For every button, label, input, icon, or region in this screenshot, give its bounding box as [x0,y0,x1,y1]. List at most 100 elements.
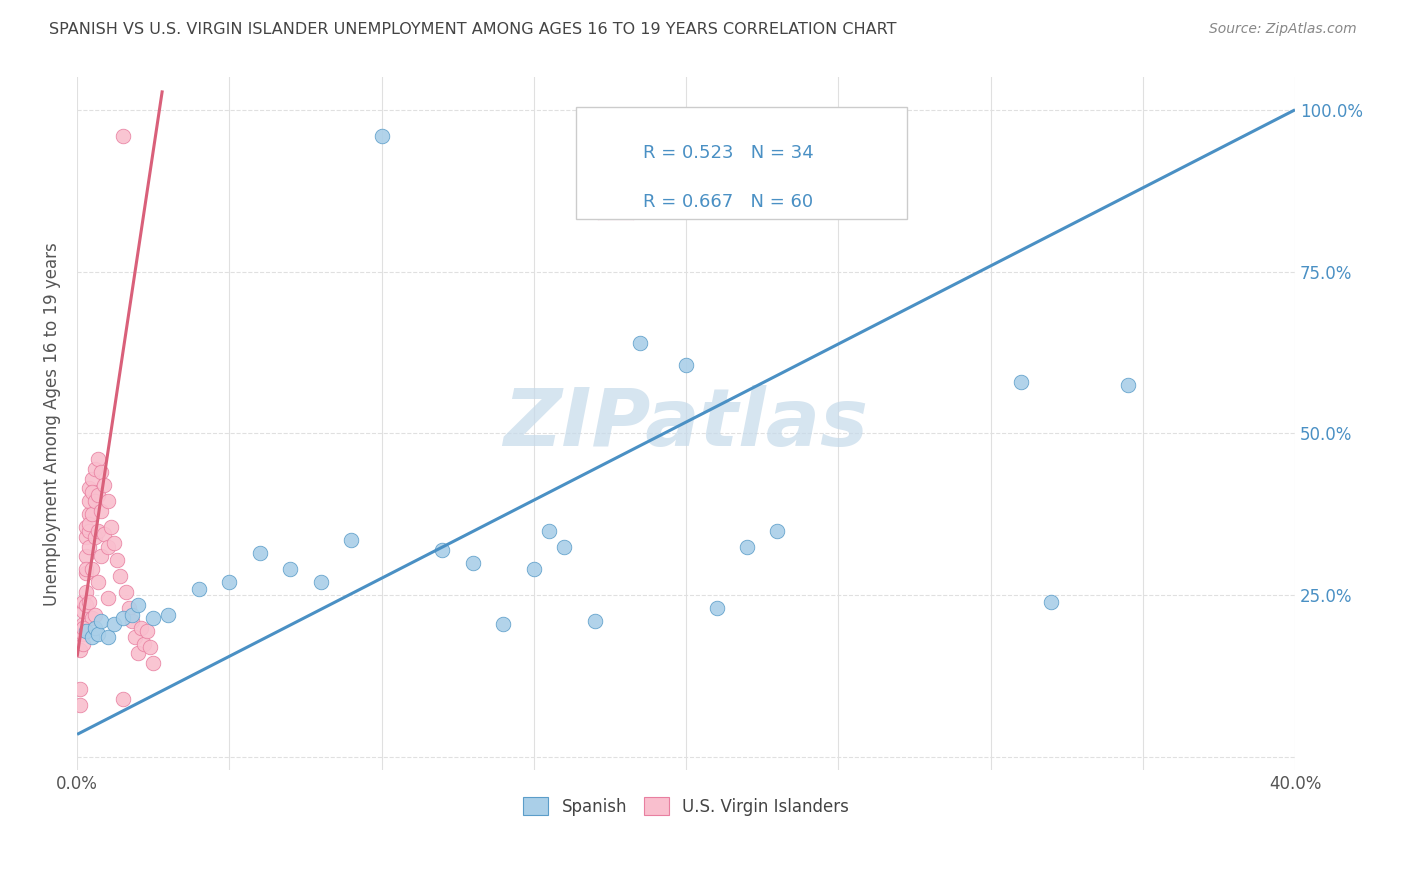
Point [84,462,107,476]
Point [111,128,134,143]
Point [69,643,91,657]
Point [735,540,758,554]
Point [136,624,159,638]
Point [87,524,110,538]
Point [77,524,100,538]
Point [75,530,97,544]
Point [75,566,97,580]
Text: SPANISH VS U.S. VIRGIN ISLANDER UNEMPLOYMENT AMONG AGES 16 TO 19 YEARS CORRELATI: SPANISH VS U.S. VIRGIN ISLANDER UNEMPLOY… [49,22,897,37]
Point [77,516,100,531]
Point [72,637,94,651]
Point [142,611,165,625]
Point [309,575,332,590]
Point [72,617,94,632]
Point [84,530,107,544]
Point [75,562,97,576]
Point [82,472,104,486]
Point [537,524,560,538]
Point [139,640,162,654]
Point [90,614,112,628]
Point [72,621,94,635]
Point [1040,595,1063,609]
Point [278,562,301,576]
Point [127,598,149,612]
Point [553,540,575,554]
Text: R = 0.667   N = 60: R = 0.667 N = 60 [643,193,813,211]
Point [75,520,97,534]
Point [87,575,110,590]
Point [90,549,112,564]
Point [706,601,728,615]
Point [96,540,118,554]
Point [118,601,141,615]
Point [84,494,107,508]
Point [77,540,100,554]
Point [72,604,94,618]
Point [103,617,125,632]
Point [105,552,128,566]
Point [75,598,97,612]
Point [72,627,94,641]
Point [82,630,104,644]
Text: ZIPatlas: ZIPatlas [503,384,869,463]
Point [142,656,165,670]
Point [187,582,209,596]
Point [492,617,515,632]
Point [84,621,107,635]
Point [157,607,180,622]
Point [77,595,100,609]
Point [114,585,136,599]
Point [583,614,606,628]
Point [1010,375,1032,389]
Y-axis label: Unemployment Among Ages 16 to 19 years: Unemployment Among Ages 16 to 19 years [44,242,60,606]
Point [523,562,546,576]
Point [93,478,115,492]
Point [103,536,125,550]
Point [675,359,697,373]
Legend: Spanish, U.S. Virgin Islanders: Spanish, U.S. Virgin Islanders [515,789,858,824]
Point [82,562,104,576]
Point [111,691,134,706]
Point [69,682,91,697]
Point [111,611,134,625]
Point [96,591,118,606]
Point [108,569,131,583]
Point [370,128,392,143]
Point [84,607,107,622]
Point [90,504,112,518]
Point [77,494,100,508]
Point [121,614,143,628]
Point [82,611,104,625]
Point [96,494,118,508]
Point [82,508,104,522]
Point [340,533,363,548]
Point [766,524,789,538]
Point [249,546,271,560]
Point [1116,377,1139,392]
Point [75,624,97,638]
Text: R = 0.523   N = 34: R = 0.523 N = 34 [643,144,813,161]
Point [461,556,484,570]
Point [75,585,97,599]
Point [132,637,155,651]
Point [121,607,143,622]
Point [96,630,118,644]
Point [87,452,110,467]
Point [218,575,240,590]
Point [432,543,454,558]
Point [124,630,146,644]
Point [100,520,122,534]
Text: Source: ZipAtlas.com: Source: ZipAtlas.com [1209,22,1357,37]
Point [69,698,91,713]
Point [90,465,112,479]
Point [72,595,94,609]
Point [127,647,149,661]
Point [82,484,104,499]
Point [77,482,100,496]
Point [628,335,651,350]
Point [75,549,97,564]
Point [93,526,115,541]
Point [87,488,110,502]
Point [129,621,152,635]
Point [87,627,110,641]
